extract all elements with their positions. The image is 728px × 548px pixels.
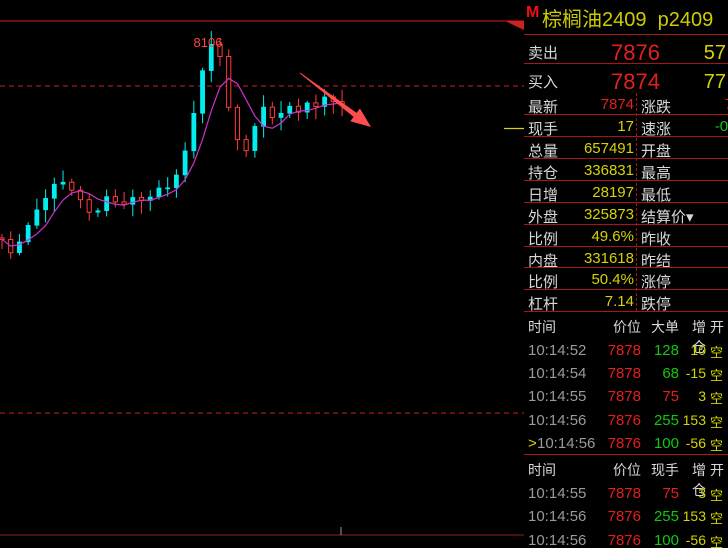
svg-text:8106: 8106: [194, 35, 223, 50]
